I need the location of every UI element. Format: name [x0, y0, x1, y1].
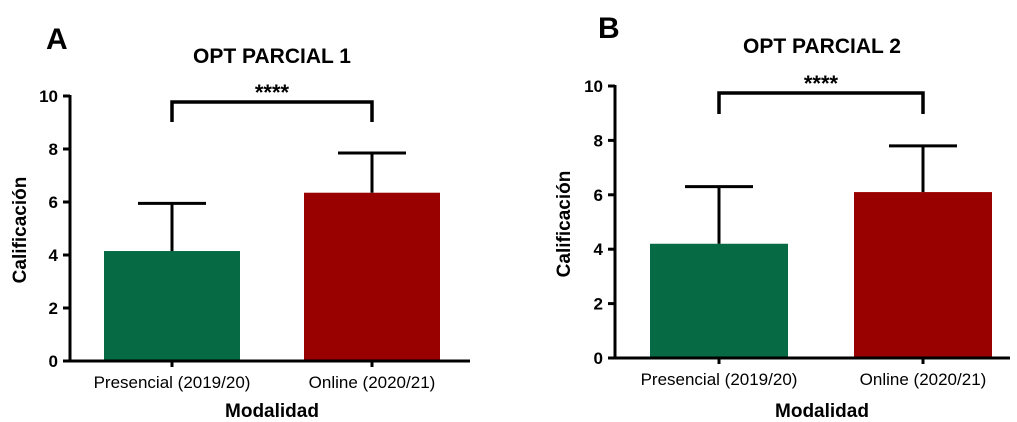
panel-b: B OPT PARCIAL 2 Calificación Modalidad 0… [554, 12, 1010, 422]
panel-b-y-tick-label-4: 8 [594, 131, 603, 150]
panel-a-category-label-1: Online (2020/21) [309, 373, 436, 392]
panel-a-significance-label: **** [255, 80, 290, 105]
panel-a-y-tick-label-5: 10 [39, 87, 58, 106]
panel-a-x-axis-label: Modalidad [225, 401, 319, 422]
panel-b-significance-bracket [717, 91, 925, 114]
panel-b-bar-0 [650, 243, 788, 358]
panel-b-x-axis-label: Modalidad [775, 401, 869, 422]
panel-b-category-label-1: Online (2020/21) [860, 370, 987, 389]
panel-a-title: OPT PARCIAL 1 [193, 45, 351, 68]
panel-a: A OPT PARCIAL 1 Calificación Modalidad 0… [10, 23, 470, 422]
panel-b-bar-1 [854, 192, 992, 358]
panel-a-error-bar-0 [138, 201, 206, 252]
panel-a-y-tick-label-3: 6 [49, 193, 58, 212]
panel-a-bar-1 [304, 192, 440, 361]
panel-a-plot: 0 2 4 6 8 10 Presencial (2019/20) Online (2020/… [39, 80, 470, 392]
panel-a-y-axis-label: Calificación [10, 177, 31, 284]
panel-a-error-bar-1 [338, 151, 406, 193]
panel-b-y-tick-label-2: 4 [594, 240, 604, 259]
panel-b-letter: B [598, 12, 620, 45]
panel-a-category-label-0: Presencial (2019/20) [94, 373, 251, 392]
panel-b-y-tick-label-1: 2 [594, 295, 603, 314]
panel-a-significance-bracket [170, 100, 374, 122]
panel-b-y-tick-label-0: 0 [594, 349, 603, 368]
panel-a-letter: A [46, 23, 68, 56]
panel-b-significance-label: **** [804, 71, 839, 96]
panel-a-y-tick-label-2: 4 [49, 246, 59, 265]
panel-a-y-tick-label-4: 8 [49, 140, 58, 159]
panel-b-error-bar-1 [889, 144, 957, 193]
panel-b-y-axis-label: Calificación [554, 171, 575, 278]
panel-b-category-label-0: Presencial (2019/20) [641, 370, 798, 389]
panel-b-title: OPT PARCIAL 2 [743, 35, 901, 58]
panel-a-bar-0 [104, 251, 240, 361]
panel-a-y-tick-label-0: 0 [49, 352, 58, 371]
panel-a-y-tick-label-1: 2 [49, 299, 58, 318]
panel-b-y-tick-label-5: 10 [584, 77, 603, 96]
panel-b-error-bar-0 [685, 185, 753, 244]
panel-b-plot: 0 2 4 6 8 10 Presencial (2019/20) Online (2020/… [584, 71, 1010, 389]
panel-b-y-tick-label-3: 6 [594, 186, 603, 205]
